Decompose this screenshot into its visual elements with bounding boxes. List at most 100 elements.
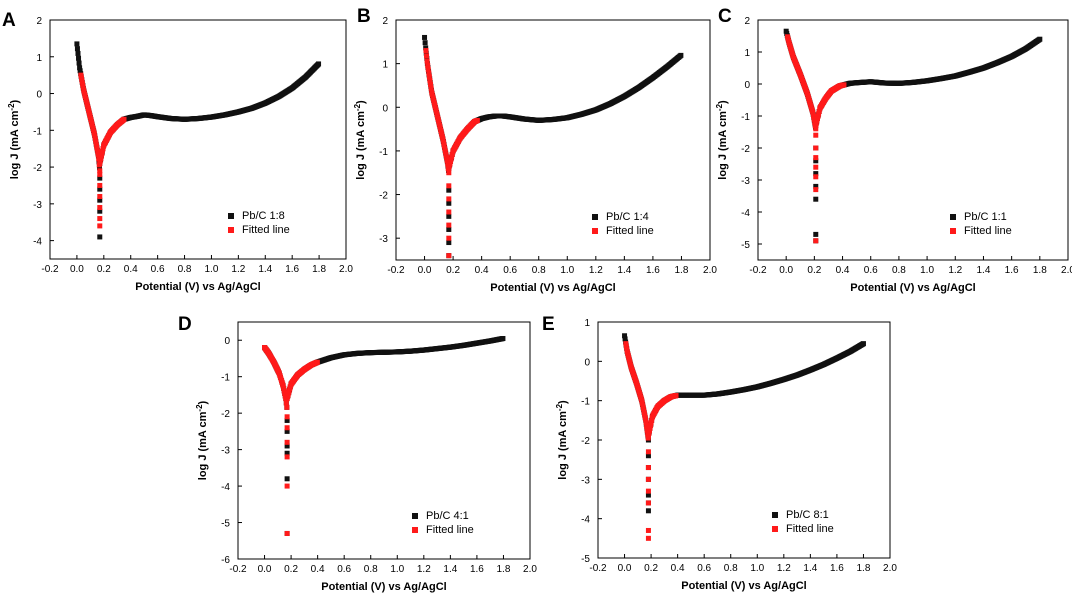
panel-letter: C [718,6,732,27]
fit-point [813,145,819,151]
x-tick-label: -0.2 [229,564,247,575]
fit-point [282,390,288,396]
y-tick-label: -2 [581,436,590,447]
axis-ticks: -0.2 0.0 0.2 0.4 0.6 0.8 1.0 1.2 1.4 1.6 1.8 2.0 -4 -… [33,16,353,275]
fit-point [645,449,651,455]
data-point [813,171,819,177]
fit-point [284,483,290,489]
legend-label-data: Pb/C 1:4 [606,211,649,223]
legend-label-data: Pb/C 1:8 [242,210,285,222]
fit-point [284,414,290,420]
fit-point [640,406,646,412]
fit-point [97,193,103,199]
panel-letter: B [357,6,371,27]
fit-point [97,223,103,229]
x-tick-label: 1.4 [803,563,817,574]
fit-point [645,433,651,439]
data-point [97,234,103,240]
x-tick-label: 0.2 [284,564,298,575]
y-tick-label: 0 [744,80,750,91]
fit-point [97,205,103,211]
fit-point [841,82,847,88]
fit-point [446,253,452,259]
x-tick-label: 1.6 [830,563,844,574]
fit-point [811,116,817,122]
x-tick-label: 0.6 [151,264,165,275]
x-tick-label: 1.8 [497,564,511,575]
legend-marker-data [412,513,418,519]
legend-marker-fit [592,228,598,234]
y-tick-label: -3 [741,176,750,187]
fit-point [643,419,649,425]
x-tick-label: 1.0 [390,564,404,575]
data-point [77,65,83,71]
fit-point [646,428,652,434]
x-tick-label: 1.0 [750,563,764,574]
x-tick-label: 1.8 [312,264,326,275]
x-tick-label: 1.0 [920,265,934,276]
fit-point [648,420,654,426]
data-point [97,197,103,203]
panel-C: C -0.20.00.20.40.60.81.01.21.41.61.82.0-… [715,6,1072,294]
x-tick-label: 1.4 [617,265,631,276]
data-point [74,41,80,47]
panel-letter: D [178,314,192,335]
fit-point [446,196,452,202]
x-tick-label: 0.8 [892,265,906,276]
data-point [75,50,81,56]
legend-marker-data [228,213,234,219]
fit-point [283,400,289,406]
x-tick-label: 0.4 [311,564,325,575]
fit-point [645,527,651,533]
y-tick-label: -2 [33,163,42,174]
fit-point [284,425,290,431]
y-tick-label: -2 [221,409,230,420]
x-tick-label: 1.6 [470,564,484,575]
panel-E: E -0.2 0.0 0.2 0.4 0.6 0.8 1.0 1.2 1.4 1.6 1.8 2.0-… [542,314,897,592]
x-tick-label: 1.6 [1005,265,1019,276]
data-point [678,52,684,58]
fit-point [646,430,652,436]
y-tick-label: -4 [581,515,590,526]
data-point [97,165,103,171]
axis-ticks: -0.2 0.0 0.2 0.4 0.6 0.8 1.0 1.2 1.4 1.6 1.8 2.0 -5 -… [741,16,1072,276]
x-tick-label: 0.6 [337,564,351,575]
fit-point [92,134,98,140]
fit-point [639,400,645,406]
fit-point [811,113,817,119]
data-point [423,45,429,51]
fit-point [280,383,286,389]
y-tick-label: -3 [33,200,42,211]
fit-point [423,48,429,54]
fit-point [80,81,86,87]
legend-marker-fit [412,527,418,533]
fit-point [281,385,287,391]
fit-point [92,137,98,143]
data-point [424,55,430,61]
data-point [422,40,428,46]
fit-point [442,146,448,152]
data-point [284,417,290,423]
plot-frame [395,19,711,261]
x-tick-label: 0.4 [475,265,489,276]
y-tick-label: -2 [379,191,388,202]
x-tick-label: 0.4 [671,563,685,574]
fit-point [443,152,449,158]
legend-label-data: Pb/C 4:1 [426,510,469,522]
fit-point [639,398,645,404]
y-tick-label: -5 [741,240,750,251]
data-point [446,226,452,232]
legend-label-fit: Fitted line [426,524,474,536]
x-tick-label: 0.0 [618,563,632,574]
x-tick-label: 1.4 [258,264,272,275]
x-axis-label: Potential (V) vs Ag/AgCl [321,581,447,593]
fit-point [624,347,630,353]
fit-point [645,476,651,482]
data-point [446,200,452,206]
y-tick-label: 0 [382,103,388,114]
data-point [622,336,628,342]
panel-letter: E [542,314,555,335]
x-tick-label: 0.0 [418,265,432,276]
y-tick-label: 1 [744,48,750,59]
